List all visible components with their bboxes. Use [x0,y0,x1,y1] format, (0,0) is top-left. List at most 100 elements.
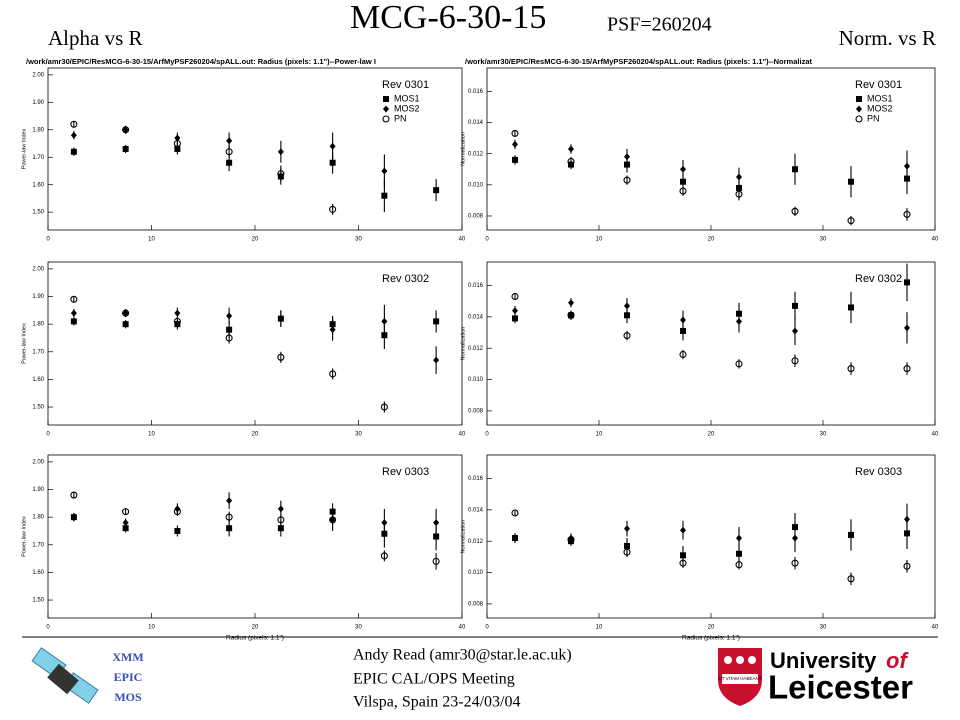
marker-circle [173,139,181,148]
x-tick-label: 20 [252,625,259,631]
marker-diamond [680,165,686,173]
plot: /work/amr30/EPIC/ResMCG-6-30-15/ArfMyPSF… [460,57,939,243]
marker-square [856,96,862,102]
marker-square [122,321,129,328]
marker-circle [329,516,337,524]
marker-square [122,146,129,152]
marker-square [680,552,686,559]
marker-diamond [904,324,910,332]
marker-square [792,166,798,173]
y-tick-label: 0.008 [468,408,484,414]
marker-diamond [329,326,336,334]
marker-circle [903,562,911,570]
legend-title: Rev 0303 [855,466,902,478]
marker-circle [70,120,78,128]
y-tick-label: 2.00 [32,459,44,465]
y-tick-label: 1.50 [32,210,44,216]
y-tick-label: 1.70 [32,542,44,548]
y-tick-label: 0.014 [468,120,484,126]
marker-square [624,542,630,549]
x-axis-label: Radius (pixels: 1.1") [226,635,284,642]
marker-diamond [381,167,388,175]
x-tick-label: 30 [820,625,827,631]
marker-diamond [226,312,233,320]
author-line: Vilspa, Spain 23-24/03/04 [353,694,520,711]
marker-square [226,525,233,532]
x-tick-label: 10 [596,237,603,243]
author-line: EPIC CAL/OPS Meeting [353,671,515,688]
marker-square [433,318,440,325]
marker-square [624,312,630,319]
marker-diamond [383,105,389,113]
y-axis-label: Normalization [460,132,466,166]
marker-circle [380,403,388,411]
marker-circle [735,190,743,198]
marker-diamond [277,148,284,156]
y-tick-label: 0.012 [468,346,484,352]
y-tick-label: 1.70 [32,349,44,355]
marker-diamond [792,327,798,335]
x-tick-label: 10 [148,625,155,631]
marker-diamond [568,145,574,153]
x-tick-label: 0 [46,432,50,438]
legend-title: Rev 0303 [382,466,429,478]
x-tick-label: 40 [459,432,466,438]
marker-square [680,327,686,334]
y-tick-label: 0.016 [468,283,484,289]
marker-square [848,304,854,311]
marker-circle [679,559,687,567]
plot-header: /work/amr30/EPIC/ResMCG-6-30-15/ArfMyPSF… [26,57,376,66]
marker-circle [735,360,743,368]
marker-diamond [904,162,910,170]
y-tick-label: 2.00 [32,72,44,78]
x-tick-label: 20 [708,625,715,631]
marker-square [848,531,854,538]
marker-square [70,148,77,155]
crest-scroll [722,674,758,684]
plot-frame [486,261,936,426]
plot: 0 10 20 30 40 0.008 0.010 0.012 0.014 0.016 Normal… [460,261,939,438]
plot-frame [47,454,463,619]
x-tick-label: 0 [485,237,489,243]
plot-frame [47,261,463,426]
y-tick-label: 1.90 [32,487,44,493]
marker-diamond [433,356,440,364]
marker-diamond [624,302,630,310]
legend-label: MOS2 [867,103,893,113]
marker-square [433,187,440,194]
legend-title: Rev 0302 [382,273,429,285]
university-of: of [886,648,909,673]
marker-circle [122,508,130,516]
left-heading: Alpha vs R [48,26,143,50]
y-tick-label: 0.014 [468,314,484,320]
marker-diamond [277,505,284,513]
marker-diamond [680,526,686,534]
marker-circle [225,513,233,521]
y-axis-label: Power-law Index [21,323,27,364]
university-name: Leicester [768,669,913,706]
x-tick-label: 0 [485,625,489,631]
marker-diamond [433,519,440,527]
x-tick-label: 20 [252,432,259,438]
y-tick-label: 1.80 [32,515,44,521]
y-tick-label: 1.60 [32,570,44,576]
marker-circle [225,334,233,342]
slide-subtitle: PSF=260204 [607,14,712,36]
right-heading: Norm. vs R [839,26,936,50]
marker-diamond [226,137,233,145]
y-tick-label: 0.012 [468,151,484,157]
marker-square [122,525,129,532]
marker-circle [679,187,687,195]
y-tick-label: 1.80 [32,322,44,328]
marker-circle [225,148,233,156]
marker-diamond [277,315,284,323]
university-logo: UT VITAM HABEANT University of Leicester [718,648,913,706]
charts: /work/amr30/EPIC/ResMCG-6-30-15/ArfMyPSF… [21,57,939,642]
legend-label: MOS1 [867,93,893,103]
marker-diamond [856,105,862,113]
marker-square [329,159,336,166]
marker-circle [277,516,285,524]
legend-label: PN [867,113,880,123]
x-tick-label: 0 [46,237,50,243]
